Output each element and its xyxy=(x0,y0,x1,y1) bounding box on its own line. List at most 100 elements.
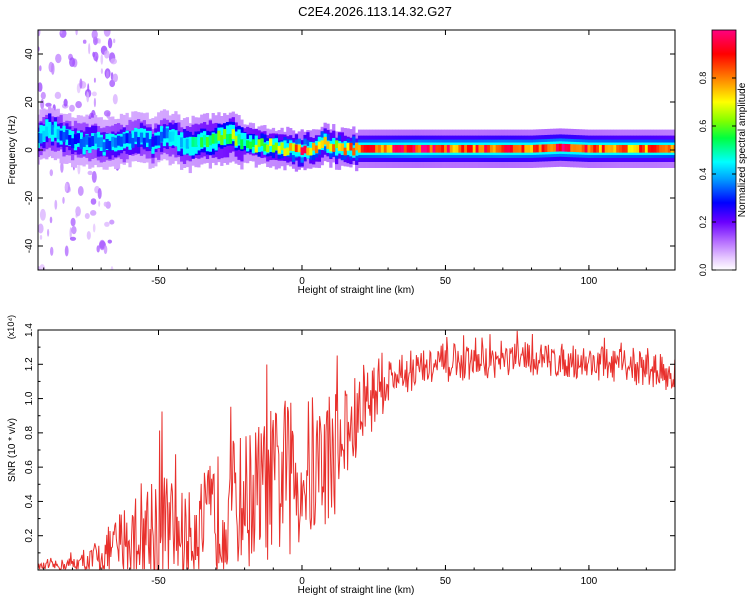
snr-y-tick-label: 0.6 xyxy=(24,460,35,474)
spectrogram-ridge-cell xyxy=(73,134,78,145)
spectrogram-noise-cell xyxy=(39,65,42,72)
spectrogram-ridge-cell xyxy=(444,144,448,153)
spectrogram-noise-cell xyxy=(91,91,97,97)
spectrogram-panel: -50 0 50 100 40 20 0 -20 -40 Height of straight … xyxy=(7,29,676,296)
spectrogram-y-tick-label: -20 xyxy=(24,190,35,205)
spectrogram-noise-cell xyxy=(86,231,91,240)
spectrogram-ridge-cell xyxy=(148,139,152,150)
spectrogram-noise-cell xyxy=(90,210,97,216)
spectrogram-noise-cell xyxy=(38,223,44,234)
spectrogram-ridge-cell xyxy=(624,144,629,153)
spectrogram-noise-cell xyxy=(90,198,97,205)
spectrogram-ridge-cell xyxy=(334,140,339,148)
spectrogram-ridge-cell xyxy=(630,144,634,153)
snr-x-tick-label: 50 xyxy=(440,576,452,587)
spectrogram-ridge-cell xyxy=(564,144,568,152)
spectrogram-ridge-cell xyxy=(438,144,442,153)
spectrogram-ridge-cell xyxy=(667,144,672,153)
spectrogram-ridge-cell xyxy=(197,135,201,146)
spectrogram-ridge-cell xyxy=(647,144,652,153)
spectrogram-ridge-cell xyxy=(332,144,336,152)
spectrogram-ridge-cell xyxy=(248,135,253,148)
spectrogram-ridge-cell xyxy=(357,144,362,153)
spectrogram-ridge-cell xyxy=(50,124,55,135)
spectrogram-ridge-cell xyxy=(607,144,611,153)
spectrogram-noise-cell xyxy=(75,206,81,217)
spectrogram-ridge-cell xyxy=(323,136,327,145)
spectrogram-ridge-cell xyxy=(510,144,514,153)
snr-xlabel: Height of straight line (km) xyxy=(298,585,415,596)
spectrogram-noise-cell xyxy=(100,54,104,65)
spectrogram-ridge-cell xyxy=(243,138,247,146)
spectrogram-ridge-cell xyxy=(168,131,172,142)
spectrogram-ridge-cell xyxy=(570,144,574,152)
spectrogram-ridge-cell xyxy=(266,144,270,153)
spectrogram-ridge-cell xyxy=(223,129,227,140)
spectrogram-ridge-cell xyxy=(489,144,494,153)
spectrogram-ridge-cell xyxy=(492,144,497,153)
spectrogram-ridge-cell xyxy=(584,144,588,153)
spectrogram-noise-cell xyxy=(39,208,46,221)
spectrogram-noise-cell xyxy=(84,213,90,219)
snr-scale-label: (x10⁴) xyxy=(6,315,16,339)
spectrogram-ridge-cell xyxy=(426,144,431,153)
spectrogram-ridge-cell xyxy=(466,144,471,153)
spectrogram-ridge-cell xyxy=(521,144,525,153)
spectrogram-ridge-cell xyxy=(277,145,281,154)
spectrogram-noise-cell xyxy=(55,53,62,64)
spectrogram-ridge-cell xyxy=(392,144,396,153)
spectrogram-ridge-cell xyxy=(673,144,675,153)
spectrogram-ridge-cell xyxy=(650,144,654,153)
spectrogram-ridge-cell xyxy=(553,144,557,152)
spectrogram-ridge-cell xyxy=(621,144,626,153)
spectrogram-ridge-cell xyxy=(228,124,233,141)
spectrogram-ylabel: Frequency (Hz) xyxy=(7,116,18,185)
spectrogram-ridge-cell xyxy=(188,136,192,147)
spectrogram-ridge-cell xyxy=(389,144,393,153)
spectrogram-ridge-cell xyxy=(291,143,296,152)
spectrogram-xlabel: Height of straight line (km) xyxy=(298,285,415,296)
spectrogram-noise-cell xyxy=(69,104,75,112)
spectrogram-x-tick-label: 0 xyxy=(299,276,305,287)
spectrogram-ridge-cell xyxy=(455,144,459,153)
spectrogram-noise-cell xyxy=(106,70,109,80)
spectrogram-ridge-cell xyxy=(581,144,586,153)
spectrogram-ridge-cell xyxy=(257,139,261,147)
spectrogram-ridge-cell xyxy=(590,144,594,153)
spectrogram-ridge-cell xyxy=(449,144,454,153)
spectrogram-ridge-cell xyxy=(220,135,224,146)
spectrogram-noise-cell xyxy=(60,30,63,34)
spectrogram-noise-cell xyxy=(50,246,54,256)
spectrogram-ridge-cell xyxy=(558,143,563,152)
spectrogram-ridge-cell xyxy=(53,127,58,138)
spectrogram-ridge-cell xyxy=(535,144,540,153)
spectrogram-noise-cell xyxy=(93,77,96,83)
spectrogram-noise-cell xyxy=(38,30,41,37)
spectrogram-noise-cell xyxy=(109,219,115,225)
spectrogram-ridge-cell xyxy=(329,143,333,152)
spectrogram-ridge-cell xyxy=(340,143,344,152)
spectrogram-ridge-cell xyxy=(271,138,276,151)
spectrogram-ridge-cell xyxy=(56,129,60,140)
spectrogram-ridge-cell xyxy=(567,144,571,152)
spectrogram-ridge-cell xyxy=(349,142,353,151)
spectrogram-ridge-cell xyxy=(375,144,379,153)
snr-y-tick-label: 1.2 xyxy=(24,357,35,371)
spectrogram-ridge-cell xyxy=(544,144,548,153)
spectrogram-ridge-cell xyxy=(576,144,580,153)
spectrogram-ridge-cell xyxy=(642,144,646,153)
spectrogram-ridge-cell xyxy=(271,144,276,153)
spectrogram-ridge-cell xyxy=(524,144,528,153)
spectrogram-ridge-cell xyxy=(148,130,152,148)
spectrogram-ridge-cell xyxy=(225,125,230,142)
spectrogram-noise-cell xyxy=(75,101,82,109)
spectrogram-ridge-cell xyxy=(343,140,347,154)
spectrogram-noise-cell xyxy=(96,245,100,253)
spectrogram-noise-cell xyxy=(103,110,111,117)
spectrogram-noise-cell xyxy=(40,91,46,100)
spectrogram-ridge-cell xyxy=(263,143,267,152)
spectrogram-ridge-cell xyxy=(139,132,144,143)
spectrogram-ridge-cell xyxy=(274,142,278,151)
spectrogram-ridge-cell xyxy=(547,144,551,152)
spectrogram-ridge-cell xyxy=(406,144,410,153)
